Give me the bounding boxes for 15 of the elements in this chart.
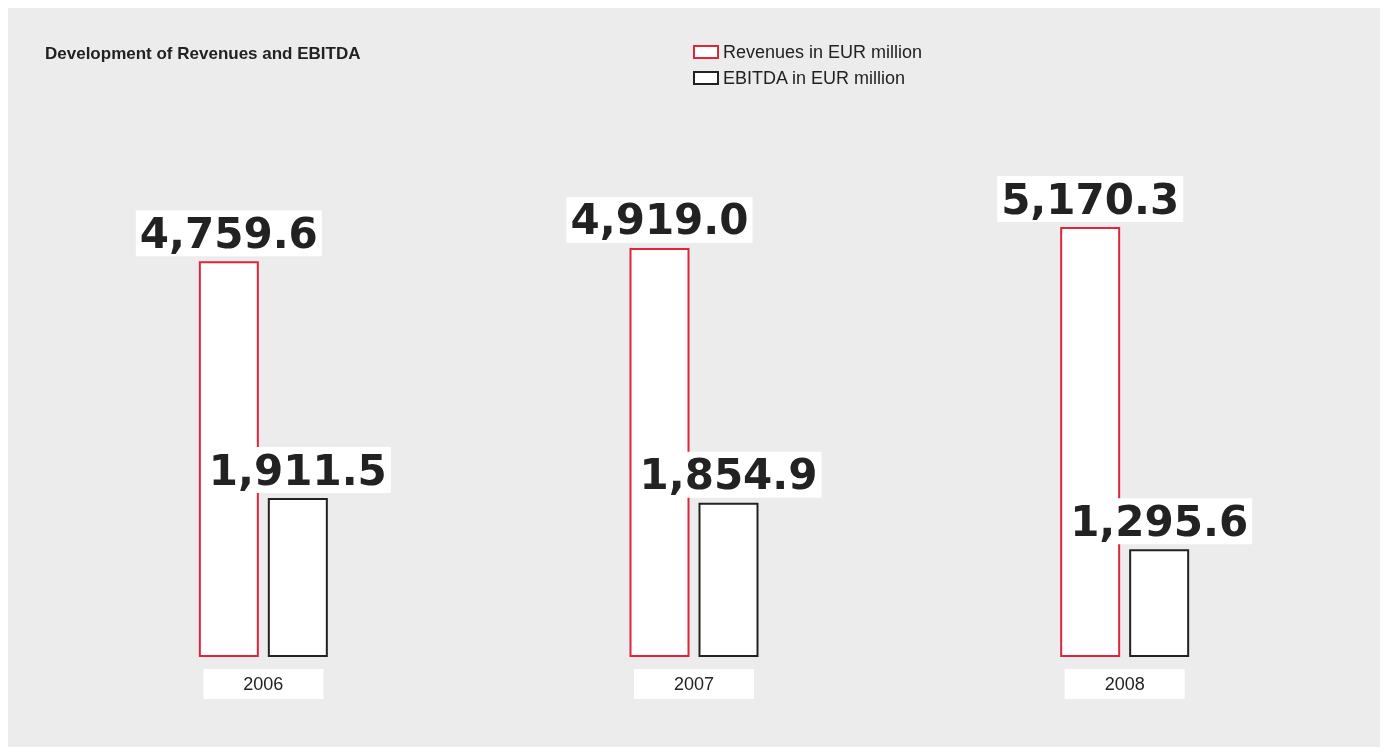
data-label: 1,911.5 [208,445,387,495]
data-label: 1,295.6 [1070,496,1249,546]
legend-label: Revenues in EUR million [723,42,923,62]
chart-title: Development of Revenues and EBITDA [45,44,361,63]
data-label: 5,170.3 [1001,174,1180,224]
legend-label: EBITDA in EUR million [723,68,906,88]
data-label: 4,759.6 [139,208,318,258]
x-tick-label: 2008 [1104,674,1145,694]
x-tick-label: 2006 [243,674,284,694]
bar [267,498,328,657]
bar [1129,549,1190,657]
x-tick-label: 2007 [673,674,715,694]
bar [698,502,759,657]
data-label: 1,854.9 [639,450,818,500]
data-label: 4,919.0 [570,195,749,245]
